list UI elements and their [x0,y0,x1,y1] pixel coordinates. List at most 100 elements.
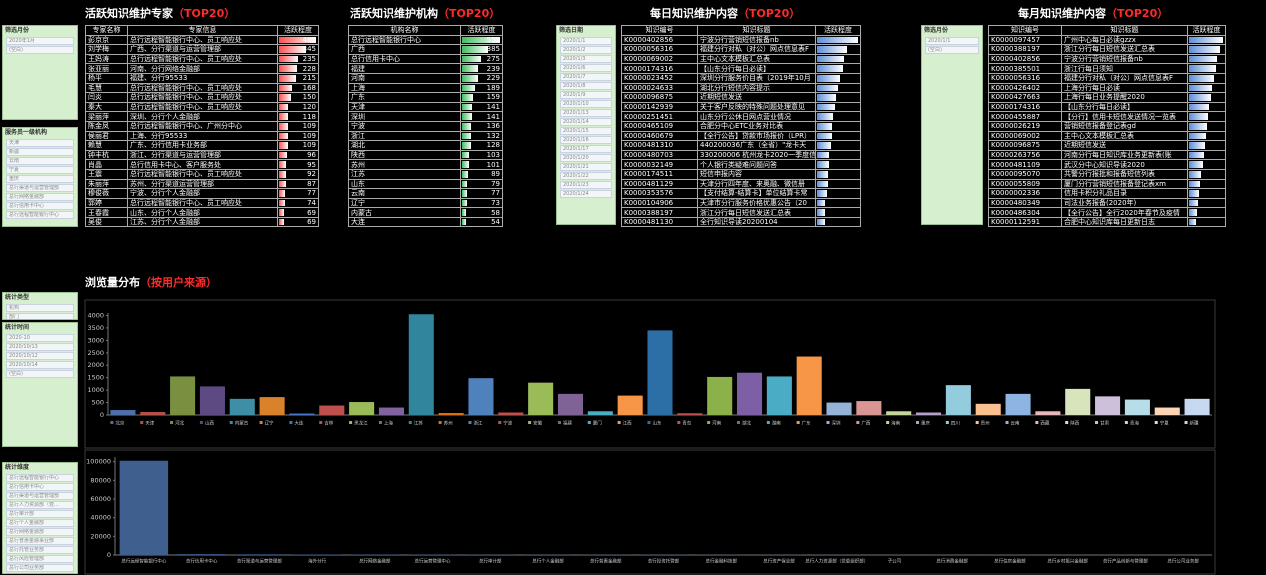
activity-cell: 58 [460,207,503,218]
bar [766,376,792,415]
slicer-item[interactable]: 机构 [6,304,74,312]
slicer-item[interactable]: 2020/1/16 [560,136,612,144]
slicer-item[interactable]: 总行渠道与运营管理部 [6,492,74,500]
slicer-item[interactable]: 天津 [6,139,74,147]
table-row: K0000104906 天津市分行服务价格优惠公告（20 [621,197,861,209]
slicer-item[interactable]: 重庆 [6,175,74,183]
header-cell: 活跃程度 [815,25,861,36]
data-bar [817,132,833,140]
slicer-item[interactable]: 总行审计部 [6,510,74,518]
slicer-item[interactable]: 2020年1月 [6,37,74,45]
slicer-item[interactable]: 2020/1/9 [560,91,612,99]
legend-swatch [1035,421,1039,424]
slicer-item[interactable]: 2020/1/1 [560,37,612,45]
data-bar [279,113,289,120]
legend-swatch [796,421,800,424]
activity-value: 54 [491,218,500,227]
slicer-item[interactable]: 2020/1/8 [560,82,612,90]
slicer-item[interactable]: 2020/1/3 [560,55,612,63]
slicer-item[interactable]: 总行信用卡中心 [6,483,74,491]
slicer-item[interactable]: (空白) [925,46,979,54]
header-cell: 专家名称 [85,25,128,36]
slicer-item[interactable]: 总行网络金融部 [6,528,74,536]
x-tick-label: 总行信用卡中心 [186,558,218,565]
slicer-item[interactable]: 2020/1/24 [560,190,612,198]
slicer-item[interactable]: 总行渠道与运营管理部 [6,184,74,192]
slicer-item[interactable]: 2020/10/12 [6,352,74,360]
table-cell: 宁波分行营销短信报备nb [697,34,816,46]
slicer-item[interactable]: 2020/1/1 [925,37,979,45]
table-cell: K0000032149 [621,159,698,170]
slicer-item[interactable]: (空白) [6,46,74,54]
table-row: K0000002336 信用卡积分礼品目录 [988,188,1226,199]
slicer-item[interactable]: 宁夏 [6,166,74,174]
slicer-item[interactable]: 2020/10/14 [6,361,74,369]
table-row: K0000486304 【全行公告】全行2020年春节及疫情 [988,207,1226,218]
table-cell: 【分行】信用卡短信发送情况一览表 [1061,111,1188,122]
slicer-item[interactable]: 总行普惠金融事业部 [6,537,74,545]
legend-label: 海南 [891,419,900,426]
data-bar [1189,132,1206,140]
table-cell: 湖北分行短信内容提示 [697,82,816,94]
activity-cell [815,120,861,132]
slicer-item[interactable]: 2020/1/6 [560,64,612,72]
slicer-item[interactable]: 2020/1/10 [560,100,612,108]
data-bar [279,55,298,63]
slicer-item[interactable]: 2020/1/20 [560,154,612,162]
bar [438,413,464,415]
slicer-item[interactable]: 总行托管业务部 [6,546,74,554]
slicer-item[interactable]: 新疆 [6,148,74,156]
slicer-item[interactable]: 2020/1/7 [560,73,612,81]
slicer-item[interactable]: 总行风险管理部 [6,555,74,563]
slicer-item[interactable]: 总行个人金融部 [6,519,74,527]
table-cell: 宁波分行营销短信报备nb [1061,53,1188,65]
data-table: 专家名称 专家信息 活跃程度 彭京京 总行远程智能银行中心、员工响应处 469 刘学梅 广西、… [85,25,319,228]
data-bar [279,46,307,53]
legend-swatch [1124,421,1128,424]
table-cell: 全行知识导读20200104 [697,216,816,228]
activity-cell [1187,63,1226,74]
slicer-item[interactable]: 总行远程智能银行中心 [6,474,74,482]
bar [1065,388,1091,415]
slicer-item[interactable]: 2020/1/23 [560,181,612,189]
slicer-item[interactable]: 2020/1/17 [560,145,612,153]
legend-label: 重庆 [921,419,930,426]
slicer-item[interactable]: 2020/1/2 [560,46,612,54]
slicer-item[interactable]: 2020/1/14 [560,118,612,126]
data-bar [462,190,468,197]
slicer-item[interactable]: 云南 [6,157,74,165]
activity-value: 79 [491,179,500,188]
table-cell: 武汉分中心知识导读2020 [1061,159,1188,170]
bar [229,398,255,415]
slicer-item[interactable]: 总行人力资源部（党… [6,501,74,509]
bar [259,397,285,415]
header-cell: 活跃程度 [277,25,319,36]
slicer-item[interactable]: 部门 [6,313,74,319]
slicer-item[interactable]: 总行信用卡中心 [6,202,74,210]
legend-label: 浙江 [473,419,482,426]
slicer-item[interactable]: 2020/1/22 [560,172,612,180]
table-cell: 营销短信报备登记表gd [1061,120,1188,132]
slicer-item[interactable]: 2020/1/13 [560,109,612,117]
legend-label: 云南 [1011,419,1020,426]
slicer-item[interactable]: 2020/1/15 [560,127,612,135]
table-row: 王震 总行远程智能银行中心、员工响应处 92 [85,168,319,180]
table-cell: 广西、分行渠道与运营管理部 [127,44,278,55]
table-cell: 湖北 [348,140,461,151]
bar [468,378,494,415]
slicer-item[interactable]: (空白) [6,370,74,378]
title-text: 活跃知识维护机构 [350,7,438,20]
slicer-item[interactable]: 2020/10/13 [6,343,74,351]
activity-cell [1187,159,1226,170]
data-bar [1189,199,1199,207]
slicer-item[interactable]: 2020-10 [6,334,74,342]
slicer-item[interactable]: 总行住房金融与个人… [6,573,74,574]
title-text: 每日知识维护内容 [650,7,738,20]
slicer-item[interactable]: 总行远程智能银行中心 [6,211,74,219]
activity-value: 96 [307,151,316,160]
slicer-item[interactable]: 2020/1/21 [560,163,612,171]
slicer-item[interactable]: 总行公司业务部 [6,564,74,572]
table-row: 山东 79 [348,178,503,190]
slicer-item[interactable]: 总行网络金融部 [6,193,74,201]
table-cell: 王震 [85,168,128,180]
